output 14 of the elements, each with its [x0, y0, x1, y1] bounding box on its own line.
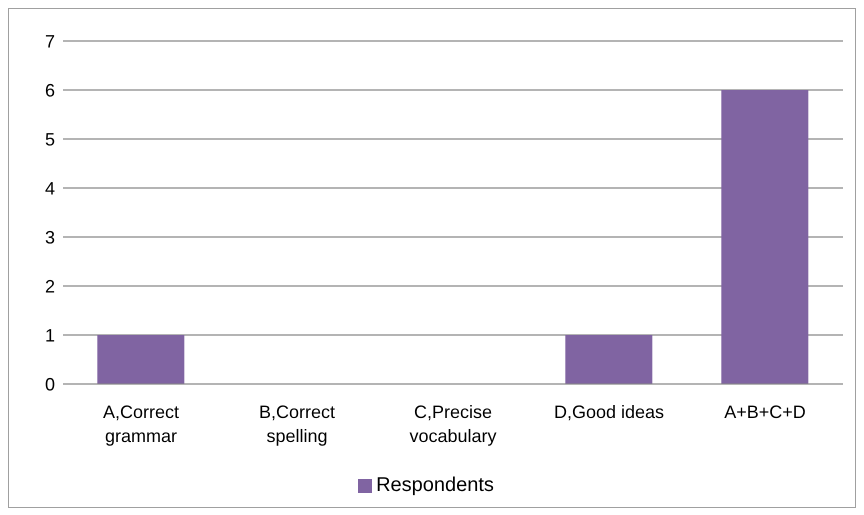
- x-tick-label: C,Precise vocabulary: [409, 402, 497, 446]
- y-tick-label: 3: [44, 227, 55, 248]
- y-tick-label: 0: [44, 374, 55, 394]
- x-tick-label: A+B+C+D: [724, 402, 806, 422]
- x-tick-label: A,Correct grammar: [102, 402, 180, 446]
- y-tick-label: 1: [44, 325, 55, 346]
- y-tick-label: 7: [44, 31, 55, 52]
- x-tick-label: D,Good ideas: [554, 402, 664, 422]
- legend-label: Respondents: [376, 474, 494, 496]
- y-tick-label: 2: [44, 276, 55, 296]
- y-tick-label: 4: [44, 178, 55, 198]
- y-tick-label: 5: [44, 129, 55, 150]
- y-tick-label: 6: [44, 80, 55, 100]
- x-tick-label: B,Correct spelling: [258, 402, 336, 446]
